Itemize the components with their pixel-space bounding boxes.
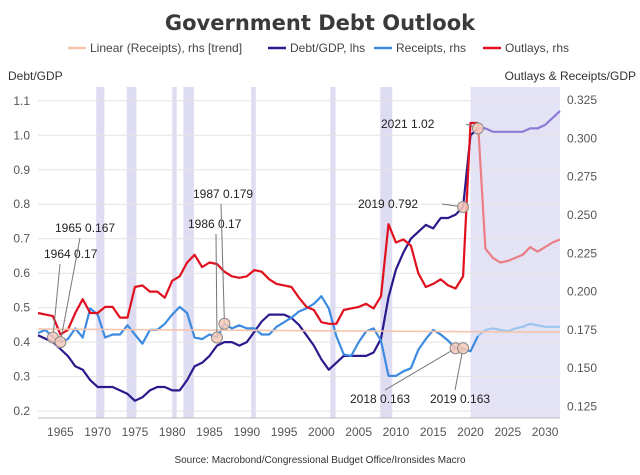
x-tick-label: 2000 xyxy=(308,425,335,439)
annotation-leader xyxy=(52,263,61,338)
x-tick-label: 1985 xyxy=(196,425,223,439)
y-left-tick-label: 0.7 xyxy=(13,232,30,246)
annotation-label: 2018 0.163 xyxy=(350,392,410,406)
annotation-leader xyxy=(59,237,81,343)
y-right-tick-label: 0.275 xyxy=(567,170,597,184)
y-right-tick-label: 0.125 xyxy=(567,400,597,414)
x-tick-label: 1975 xyxy=(122,425,149,439)
annotations: 1964 0.17 1965 0.167 1986 0.17 1987 0.179 20… xyxy=(44,117,490,406)
legend-label-debt: Debt/GDP, lhs xyxy=(290,41,365,55)
annotation-marker[interactable] xyxy=(457,200,470,213)
annotation-label: 1964 0.17 xyxy=(44,247,98,261)
series-line-debt[interactable] xyxy=(37,127,479,402)
y-right-tick-label: 0.175 xyxy=(567,323,597,337)
series-lines xyxy=(37,110,561,402)
x-tick-label: 2030 xyxy=(532,425,559,439)
annotation-label: 1986 0.17 xyxy=(188,217,242,231)
y-left-tick-label: 1.1 xyxy=(13,94,30,108)
y-right-tick-label: 0.200 xyxy=(567,285,597,299)
series-line-receipts-forecast[interactable] xyxy=(477,322,560,337)
right-axis-title: Outlays & Receipts/GDP xyxy=(505,69,636,83)
source-note: Source: Macrobond/Congressional Budget O… xyxy=(174,455,466,466)
y-right-tick-label: 0.325 xyxy=(567,93,597,107)
x-tick-label: 1990 xyxy=(233,425,260,439)
legend-item-trend[interactable]: Linear (Receipts), rhs [trend] xyxy=(68,41,242,55)
recession-shade xyxy=(172,87,177,418)
recession-shade xyxy=(251,87,256,418)
recession-shade xyxy=(126,87,137,418)
y-left-tick-label: 0.9 xyxy=(13,163,30,177)
legend-item-debt[interactable]: Debt/GDP, lhs xyxy=(268,41,365,55)
series-line-debt-forecast[interactable] xyxy=(478,110,561,133)
y-right-tick-label: 0.300 xyxy=(567,131,597,145)
y-left-tick-label: 0.5 xyxy=(13,301,30,315)
x-tick-label: 2025 xyxy=(494,425,521,439)
y-left-tick-label: 0.4 xyxy=(13,335,30,349)
y-right-tick-label: 0.250 xyxy=(567,208,597,222)
series-line-outlays[interactable] xyxy=(37,121,478,336)
x-tick-label: 1965 xyxy=(47,425,74,439)
annotation-marker[interactable] xyxy=(54,336,67,349)
legend-label-trend: Linear (Receipts), rhs [trend] xyxy=(90,41,242,55)
y-left-tick-label: 0.2 xyxy=(13,404,30,418)
annotation-leader xyxy=(215,233,218,338)
annotation-label: 2019 0.163 xyxy=(430,392,490,406)
recession-shade xyxy=(96,87,105,418)
series-line-outlays-forecast[interactable] xyxy=(476,122,561,264)
legend-label-receipts: Receipts, rhs xyxy=(396,41,466,55)
annotation-marker[interactable] xyxy=(471,122,484,135)
annotation-leader xyxy=(220,203,225,324)
annotation-marker[interactable] xyxy=(210,331,223,344)
legend-item-receipts[interactable]: Receipts, rhs xyxy=(374,41,466,55)
y-left-tick-label: 1.0 xyxy=(13,128,30,142)
gridlines xyxy=(38,100,560,412)
annotation-label: 1987 0.179 xyxy=(193,187,253,201)
y-right-tick-label: 0.150 xyxy=(567,361,597,375)
x-tick-label: 1980 xyxy=(159,425,186,439)
series-line-receipts[interactable] xyxy=(37,295,479,377)
x-tick-label: 2015 xyxy=(420,425,447,439)
x-tick-label: 2020 xyxy=(457,425,484,439)
recession-shade xyxy=(330,87,336,418)
legend-item-outlays[interactable]: Outlays, rhs xyxy=(483,41,569,55)
x-tick-label: 1995 xyxy=(271,425,298,439)
y-left-tick-label: 0.3 xyxy=(13,370,30,384)
forecast-shade xyxy=(470,87,560,418)
y-right-tick-label: 0.225 xyxy=(567,246,597,260)
recession-shade xyxy=(183,87,194,418)
annotation-marker[interactable] xyxy=(457,342,470,355)
legend-label-outlays: Outlays, rhs xyxy=(505,41,569,55)
chart-title: Government Debt Outlook xyxy=(165,11,476,35)
legend: Linear (Receipts), rhs [trend] Debt/GDP,… xyxy=(68,41,569,55)
left-axis-title: Debt/GDP xyxy=(8,69,63,83)
annotation-label: 2019 0.792 xyxy=(358,197,418,211)
annotation-marker[interactable] xyxy=(218,317,231,330)
y-left-tick-label: 0.8 xyxy=(13,197,30,211)
x-tick-label: 1970 xyxy=(84,425,111,439)
x-tick-label: 2005 xyxy=(345,425,372,439)
annotation-leader xyxy=(384,347,456,391)
tick-labels: 1965 1970 1975 1980 1985 1990 1995 2000 2005 2010… xyxy=(13,93,597,439)
x-tick-label: 2010 xyxy=(383,425,410,439)
annotation-label: 2021 1.02 xyxy=(381,117,435,131)
y-left-tick-label: 0.6 xyxy=(13,266,30,280)
series-line-trend[interactable] xyxy=(37,328,561,333)
annotation-label: 1965 0.167 xyxy=(55,221,115,235)
annotation-leader xyxy=(454,348,464,391)
